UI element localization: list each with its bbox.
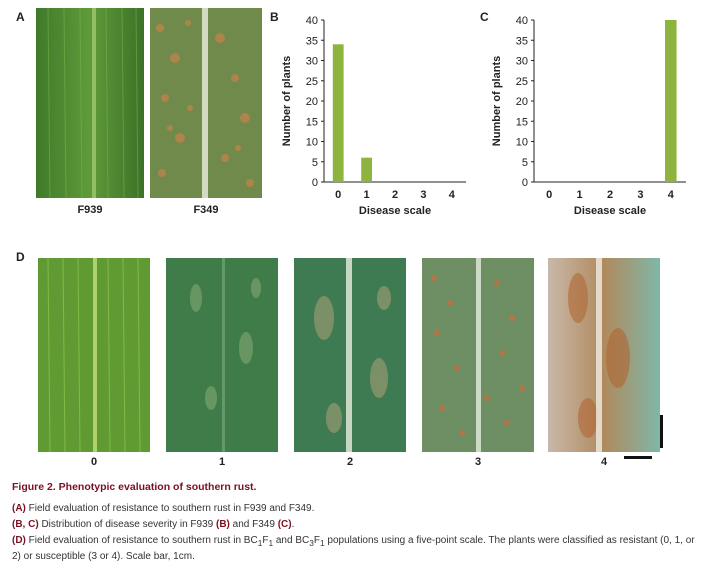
panel-label-a: A	[16, 10, 25, 24]
leaf-photo-scale-2	[294, 258, 406, 452]
panel-d-label-2: 2	[346, 456, 354, 468]
y-tick-label: 15	[306, 116, 318, 128]
caption-line-a: (A) Field evaluation of resistance to so…	[12, 502, 697, 516]
panel-label-b: B	[270, 10, 279, 24]
leaf-photo-scale-3	[422, 258, 534, 452]
y-tick-label: 40	[306, 15, 318, 27]
caption-text-d-5: populations using a five-point scale. Th…	[12, 535, 695, 562]
y-axis-label: Number of plants	[491, 56, 503, 146]
bar-chart-c: 0 5 10 15 20 25 30 35 40 0 1 2 3 4 Disease scale Number…	[491, 15, 686, 217]
caption-text-d-4: F	[313, 535, 320, 546]
x-tick-label: 1	[577, 189, 583, 201]
panel-d-label-0: 0	[90, 456, 98, 468]
leaf-photo-f939	[36, 8, 144, 198]
leaf-photo-scale-1	[166, 258, 278, 452]
y-tick-label: 20	[516, 96, 528, 108]
caption-tag-bc: (B, C)	[12, 519, 39, 530]
caption-text-d-3: and BC	[273, 535, 310, 546]
caption-text-bc-3: .	[291, 519, 295, 530]
scale-bar-vertical	[660, 415, 663, 448]
y-tick-label: 40	[516, 15, 528, 27]
bar-chart-b: 0 5 10 15 20 25 30 35 40 0 1 2 3 4 Disease scale Number…	[281, 15, 466, 217]
x-tick-label: 1	[364, 189, 370, 201]
y-axis-label: Number of plants	[281, 56, 293, 146]
panel-d-label-1: 1	[218, 456, 226, 468]
x-tick-label: 2	[392, 189, 398, 201]
y-tick-label: 25	[306, 76, 318, 88]
panel-d-label-4: 4	[600, 456, 608, 468]
bar	[361, 157, 372, 182]
caption-text-a: Field evaluation of resistance to southe…	[25, 503, 315, 514]
caption-text-bc-2: and F349	[229, 519, 278, 530]
leaf-photo-scale-4	[548, 258, 660, 452]
x-tick-label: 3	[637, 189, 643, 201]
x-axis-label: Disease scale	[359, 205, 431, 217]
x-tick-label: 4	[449, 189, 456, 201]
x-tick-label: 0	[335, 189, 341, 201]
panel-label-c: C	[480, 10, 489, 24]
y-tick-label: 15	[516, 116, 528, 128]
caption-tag-c: (C)	[277, 519, 292, 530]
panel-d-label-3: 3	[474, 456, 482, 468]
caption-text-bc-1: Distribution of disease severity in F939	[38, 519, 216, 530]
y-tick-label: 30	[516, 56, 528, 68]
leaf-photo-f349	[150, 8, 262, 198]
leaf-photo-scale-0	[38, 258, 150, 452]
x-tick-label: 2	[607, 189, 613, 201]
panel-label-d: D	[16, 250, 25, 264]
caption-text-d-1: Field evaluation of resistance to southe…	[25, 535, 258, 546]
caption-sub-2: 1	[268, 538, 274, 548]
bar	[332, 44, 344, 182]
y-tick-label: 0	[522, 177, 528, 189]
caption-text-d-2: F	[262, 535, 269, 546]
x-tick-label: 0	[546, 189, 552, 201]
x-tick-label: 4	[668, 189, 675, 201]
caption-tag-d: (D)	[12, 535, 26, 546]
y-tick-label: 5	[522, 157, 528, 169]
y-tick-label: 0	[312, 177, 318, 189]
y-tick-label: 10	[306, 137, 318, 149]
caption-sub-3: 3	[309, 538, 314, 548]
caption-line-bc: (B, C) Distribution of disease severity …	[12, 518, 697, 532]
caption-sub-4: 1	[319, 538, 325, 548]
x-tick-label: 3	[420, 189, 426, 201]
x-axis-label: Disease scale	[574, 205, 646, 217]
figure-caption-title: Figure 2. Phenotypic evaluation of south…	[12, 480, 697, 495]
y-tick-label: 10	[516, 137, 528, 149]
caption-tag-b: (B)	[215, 519, 230, 530]
y-tick-label: 25	[516, 76, 528, 88]
bar	[665, 20, 677, 182]
caption-line-d: (D) Field evaluation of resistance to so…	[12, 534, 697, 564]
panel-a-label-f349: F349	[193, 204, 219, 216]
figure-title: Figure 2. Phenotypic evaluation of south…	[12, 481, 257, 493]
caption-tag-a: (A)	[12, 503, 26, 514]
y-tick-label: 5	[312, 157, 318, 169]
y-tick-label: 35	[306, 35, 318, 47]
caption-sub-1: 1	[257, 538, 263, 548]
y-tick-label: 35	[516, 35, 528, 47]
panel-a-label-f939: F939	[77, 204, 103, 216]
y-tick-label: 20	[306, 96, 318, 108]
scale-bar-horizontal	[624, 456, 652, 459]
y-tick-label: 30	[306, 56, 318, 68]
